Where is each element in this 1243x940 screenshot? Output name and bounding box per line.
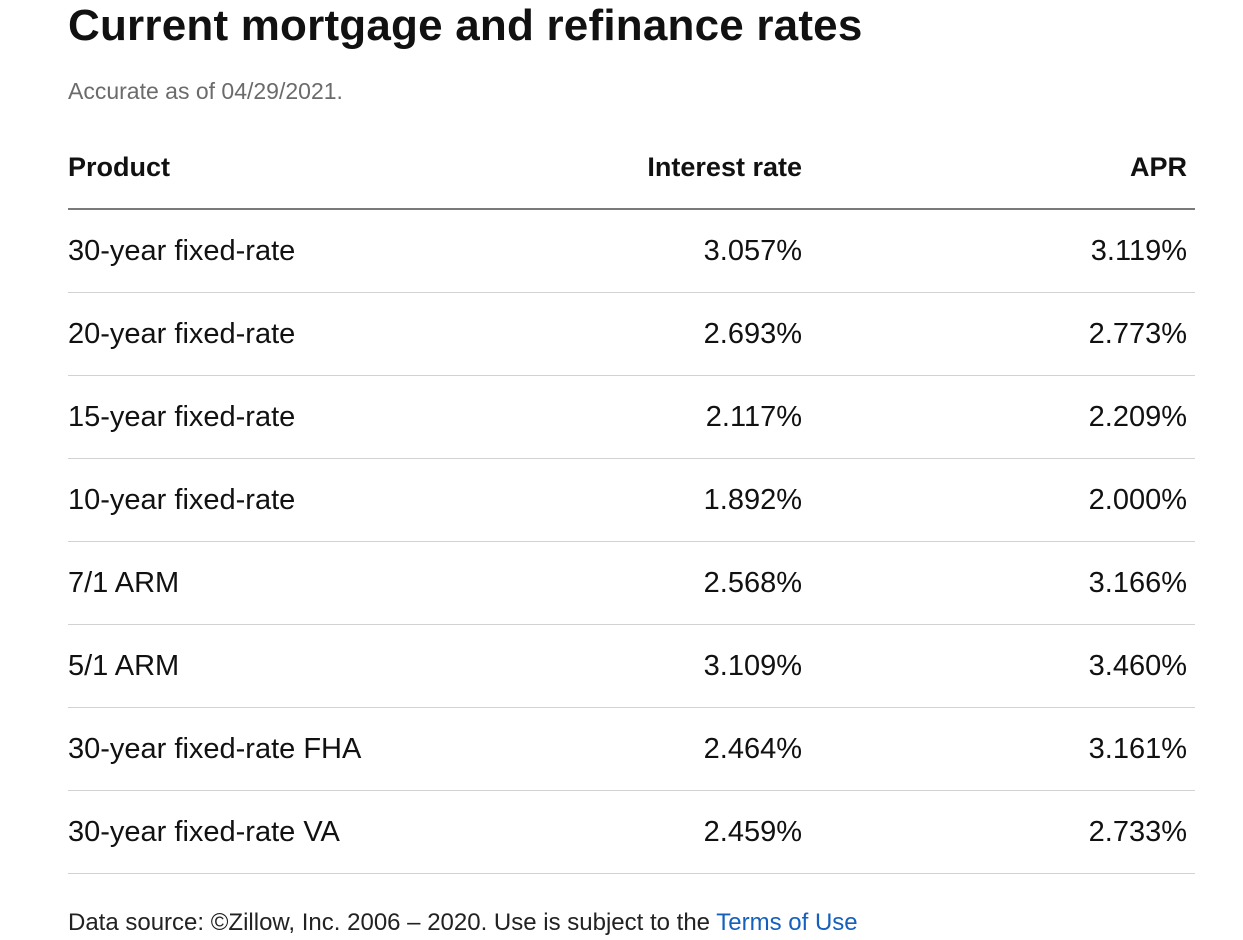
interest-rate-cell: 3.057% [568, 209, 802, 293]
apr-cell: 3.166% [802, 541, 1195, 625]
interest-rate-cell: 2.117% [568, 375, 802, 459]
interest-rate-cell: 2.568% [568, 541, 802, 625]
terms-of-use-link[interactable]: Terms of Use [716, 909, 858, 936]
table-row: 20-year fixed-rate 2.693% 2.773% [68, 292, 1195, 376]
data-source-text: Data source: ©Zillow, Inc. 2006 – 2020. … [68, 909, 717, 936]
apr-cell: 2.209% [802, 375, 1195, 459]
data-source-note: Data source: ©Zillow, Inc. 2006 – 2020. … [68, 906, 858, 940]
column-header-apr: APR [802, 126, 1195, 210]
product-cell: 20-year fixed-rate [68, 292, 568, 376]
rates-section: Current mortgage and refinance rates Acc… [68, 0, 1195, 936]
product-cell: 30-year fixed-rate VA [68, 790, 568, 874]
table-row: 5/1 ARM 3.109% 3.460% [68, 624, 1195, 708]
table-row: 30-year fixed-rate FHA 2.464% 3.161% [68, 707, 1195, 791]
rates-table: Product Interest rate APR 30-year fixed-… [68, 126, 1195, 874]
apr-cell: 2.773% [802, 292, 1195, 376]
interest-rate-cell: 2.464% [568, 707, 802, 791]
table-row: 30-year fixed-rate VA 2.459% 2.733% [68, 790, 1195, 874]
table-row: 15-year fixed-rate 2.117% 2.209% [68, 375, 1195, 459]
product-cell: 5/1 ARM [68, 624, 568, 708]
accuracy-date: Accurate as of 04/29/2021. [68, 78, 343, 104]
apr-cell: 2.733% [802, 790, 1195, 874]
apr-cell: 2.000% [802, 458, 1195, 542]
interest-rate-cell: 2.459% [568, 790, 802, 874]
apr-cell: 3.161% [802, 707, 1195, 791]
apr-cell: 3.460% [802, 624, 1195, 708]
table-row: 7/1 ARM 2.568% 3.166% [68, 541, 1195, 625]
column-header-interest-rate: Interest rate [568, 126, 802, 210]
interest-rate-cell: 1.892% [568, 458, 802, 542]
interest-rate-cell: 3.109% [568, 624, 802, 708]
interest-rate-cell: 2.693% [568, 292, 802, 376]
table-row: 30-year fixed-rate 3.057% 3.119% [68, 209, 1195, 293]
page-title: Current mortgage and refinance rates [68, 1, 863, 50]
product-cell: 15-year fixed-rate [68, 375, 568, 459]
column-header-product: Product [68, 126, 568, 210]
product-cell: 30-year fixed-rate [68, 209, 568, 293]
product-cell: 7/1 ARM [68, 541, 568, 625]
product-cell: 10-year fixed-rate [68, 458, 568, 542]
table-row: 10-year fixed-rate 1.892% 2.000% [68, 458, 1195, 542]
product-cell: 30-year fixed-rate FHA [68, 707, 568, 791]
apr-cell: 3.119% [802, 209, 1195, 293]
table-header-row: Product Interest rate APR [68, 126, 1195, 210]
